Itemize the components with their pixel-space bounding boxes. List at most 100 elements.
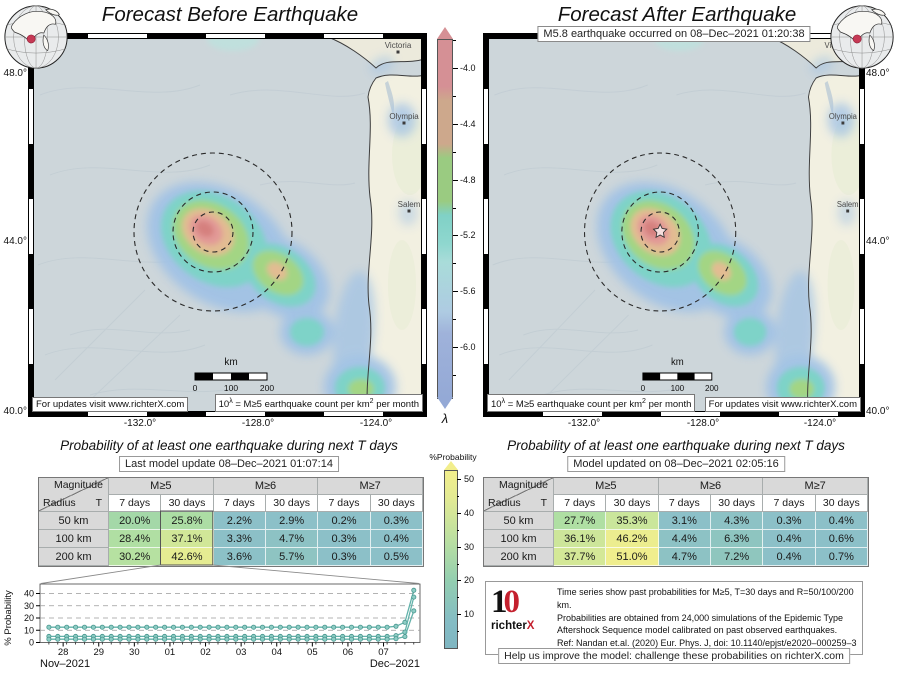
period-header: 7 days [109, 495, 162, 512]
challenge-note: Help us improve the model: challenge the… [498, 648, 850, 664]
lon-label: -128.0° [241, 418, 275, 429]
lat-label: 44.0° [866, 236, 890, 247]
map-canvas: Victoria Olympia Salem km 0 100 200 [485, 35, 863, 415]
prob-cell: 0.4% [370, 530, 423, 548]
map-frame [28, 33, 34, 417]
prob-colorbar-arrow [444, 461, 458, 470]
globe-icon [830, 5, 894, 69]
chart-month-left: Nov–2021 [40, 658, 90, 670]
svg-text:29: 29 [93, 647, 104, 658]
svg-text:km: km [671, 357, 684, 368]
svg-text:Victoria: Victoria [385, 41, 412, 50]
prob-cell: 0.4% [815, 512, 868, 530]
lon-label: -124.0° [803, 418, 837, 429]
prob-cell: 0.3% [370, 512, 423, 530]
prob-cell: 0.2% [318, 512, 371, 530]
svg-text:28: 28 [58, 647, 69, 658]
lat-label: 40.0° [3, 406, 27, 417]
radius-circles [133, 152, 293, 312]
lon-label: -132.0° [567, 418, 601, 429]
period-header: 30 days [606, 495, 659, 512]
svg-text:07: 07 [378, 647, 389, 658]
colorbar-lambda: λ -4.0 -4.4 -4.8 -5.2 -5.6 -6.0 [437, 27, 499, 426]
colorbar-tick-label: -4.8 [460, 174, 476, 185]
map-frame [859, 33, 865, 417]
svg-text:Olympia: Olympia [389, 112, 419, 121]
period-header: 30 days [710, 495, 764, 512]
mag-header: M≥7 [318, 478, 423, 495]
period-header: 7 days [554, 495, 607, 512]
svg-text:Salem: Salem [837, 200, 859, 209]
period-header: 7 days [658, 495, 711, 512]
svg-text:0: 0 [641, 383, 646, 393]
period-header: 7 days [318, 495, 371, 512]
prob-cell: 30.2% [109, 548, 162, 566]
landmass [770, 35, 863, 415]
map-after: Victoria Olympia Salem km 0 100 200 For … [483, 33, 865, 417]
chart-month-right: Dec–2021 [370, 658, 420, 670]
globe-inset-left [1, 1, 73, 73]
prob-colorbar-tick-label: 20 [464, 575, 475, 586]
svg-text:02: 02 [200, 647, 211, 658]
richterx-logo: 10 richterX [491, 586, 551, 650]
svg-text:20: 20 [24, 613, 34, 623]
prob-colorbar-label: %Probability [429, 452, 477, 462]
prob-cell: 28.4% [109, 530, 162, 548]
timeseries-svg: 0 10 20 30 40 28 29 30 01 02 03 04 05 06… [3, 583, 421, 670]
city-marker: Salem [398, 200, 421, 213]
coastline [327, 35, 425, 415]
prob-cell: 20.0% [109, 512, 162, 530]
period-header: 30 days [815, 495, 868, 512]
chart-ylabel: % Probability [3, 590, 14, 646]
svg-text:30: 30 [129, 647, 140, 658]
prob-cell: 27.7% [554, 512, 607, 530]
richterx-logo-mark: 10 [491, 584, 520, 620]
svg-text:0: 0 [29, 638, 34, 648]
colorbar-tick-label: -4.0 [460, 63, 476, 73]
updates-note: For updates visit www.richterX.com [32, 397, 189, 412]
colorbar-tick-label: -4.4 [460, 118, 476, 129]
prob-cell: 0.6% [815, 530, 868, 548]
svg-text:30: 30 [24, 601, 34, 611]
colorbar-arrow-up [437, 27, 453, 39]
prob-cell: 0.4% [763, 530, 816, 548]
title-before: Forecast Before Earthquake [101, 3, 359, 26]
prob-cell: 7.2% [710, 548, 764, 566]
timeseries-chart: 0 10 20 30 40 28 29 30 01 02 03 04 05 06… [0, 576, 450, 673]
colorbar-tick-label: -5.6 [460, 286, 476, 297]
prob-cell: 3.1% [658, 512, 711, 530]
prob-cell: 51.0% [606, 548, 659, 566]
radius-header: 200 km [39, 548, 109, 566]
event-banner: M5.8 earthquake occurred on 08–Dec–2021 … [537, 26, 811, 42]
city-marker: Salem [837, 200, 859, 213]
lon-label: -132.0° [123, 418, 157, 429]
prob-cell: 46.2% [606, 530, 659, 548]
prob-cell: 36.1% [554, 530, 607, 548]
colorbar-gradient [437, 39, 453, 399]
prob-cell: 4.7% [265, 530, 319, 548]
prob-cell: 5.7% [265, 548, 319, 566]
map-frame [483, 411, 865, 417]
prob-cell: 6.3% [710, 530, 764, 548]
svg-text:km: km [224, 357, 237, 368]
period-header: 7 days [763, 495, 816, 512]
lambda-note: 10λ = M≥5 earthquake count per km2 per m… [214, 393, 423, 412]
svg-text:Salem: Salem [398, 200, 421, 209]
model-info-box: 10 richterX Time series show past probab… [485, 581, 863, 655]
prob-cell: 0.5% [370, 548, 423, 566]
svg-text:100: 100 [224, 383, 238, 393]
prob-colorbar-tick-label: 50 [464, 474, 475, 485]
prob-cell: 0.4% [763, 548, 816, 566]
map-frame [28, 411, 427, 417]
scale-bar: km 0 100 200 [641, 357, 719, 393]
colorbar-lambda-label: λ [441, 411, 449, 426]
map-frame [483, 33, 489, 417]
prob-cell: 0.3% [763, 512, 816, 530]
prob-cell: 0.3% [318, 548, 371, 566]
prob-colorbar-tick-label: 30 [464, 541, 475, 552]
colorbar-probability: %Probability 50 40 30 20 10 [420, 452, 492, 654]
svg-text:200: 200 [260, 383, 274, 393]
colorbar-tick-label: -5.2 [460, 230, 476, 241]
prob-table-before: Magnitude Radius T M≥5 M≥6 M≥7 7 days 30 days 7 … [38, 477, 424, 567]
svg-text:04: 04 [271, 647, 282, 658]
